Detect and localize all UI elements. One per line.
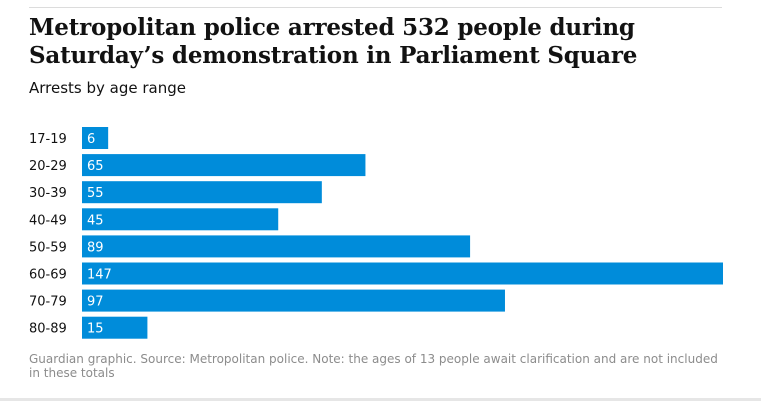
bar-value-label: 147 xyxy=(87,268,112,283)
category-label: 50-59 xyxy=(29,240,67,255)
bar xyxy=(82,316,148,339)
bar xyxy=(82,262,723,285)
bar-group: 20-29 65 xyxy=(29,154,366,177)
bar xyxy=(82,289,505,312)
bar-value-label: 45 xyxy=(87,213,104,228)
bar-value-label: 55 xyxy=(87,186,104,201)
chart-title: Metropolitan police arrested 532 people … xyxy=(29,14,638,69)
category-label: 30-39 xyxy=(29,186,67,201)
bar-group: 70-79 97 xyxy=(29,289,505,312)
category-label: 40-49 xyxy=(29,213,67,228)
bar-group: 80-89 15 xyxy=(29,316,148,339)
bar-group: 17-19 6 xyxy=(29,127,109,149)
bar-value-label: 6 xyxy=(87,132,95,147)
category-label: 20-29 xyxy=(29,159,67,174)
bar-value-label: 65 xyxy=(87,159,104,174)
category-label: 80-89 xyxy=(29,322,67,337)
chart-subtitle: Arrests by age range xyxy=(29,79,187,97)
category-label: 60-69 xyxy=(29,268,67,283)
source-note: Guardian graphic. Source: Metropolitan p… xyxy=(29,352,718,380)
top-divider xyxy=(29,7,722,8)
bar-value-label: 15 xyxy=(87,322,104,337)
bar xyxy=(82,235,471,258)
bar-group: 40-49 45 xyxy=(29,208,279,231)
bar-group: 60-69 147 xyxy=(29,262,723,285)
bar xyxy=(82,208,279,231)
bottom-divider xyxy=(0,398,761,401)
bar-group: 50-59 89 xyxy=(29,235,471,258)
bar-group: 30-39 55 xyxy=(29,181,322,204)
bar xyxy=(82,181,322,204)
category-label: 17-19 xyxy=(29,132,67,147)
category-label: 70-79 xyxy=(29,295,67,310)
bar-chart: 17-19 6 20-29 65 30-39 55 40-49 45 50-59 89 60-69 1… xyxy=(29,127,723,339)
bar-value-label: 97 xyxy=(87,295,104,310)
bar-value-label: 89 xyxy=(87,240,104,255)
bar xyxy=(82,154,366,177)
bar xyxy=(82,127,109,149)
